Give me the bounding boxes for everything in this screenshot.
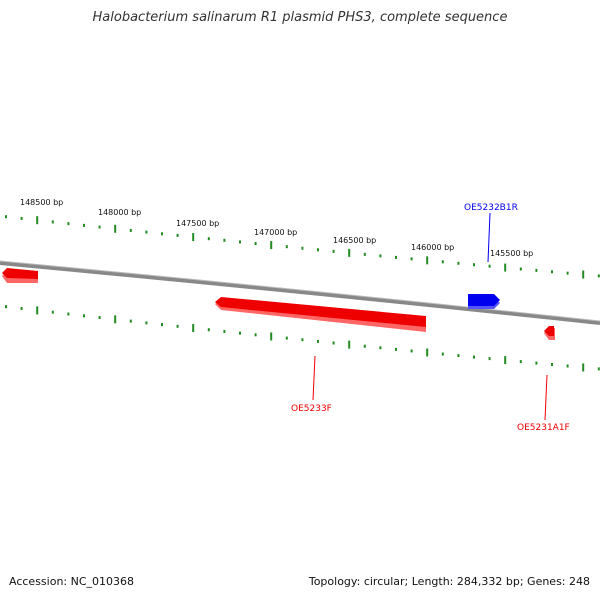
outer-tick-ring bbox=[5, 215, 600, 279]
tick-label-146500: 146500 bp bbox=[333, 236, 376, 245]
map-title: Halobacterium salinarum R1 plasmid PHS3,… bbox=[92, 10, 508, 25]
tick-label-147500: 147500 bp bbox=[176, 219, 219, 228]
gene-arrow-oe5231a1f[interactable] bbox=[544, 326, 555, 340]
gene-arrow-left-edge[interactable] bbox=[2, 268, 38, 283]
plasmid-backbone-shadow bbox=[0, 260, 600, 322]
leader-oe5232b1r bbox=[487, 212, 491, 263]
topology-summary: Topology: circular; Length: 284,332 bp; … bbox=[308, 575, 590, 588]
gene-label-oe5231a1f[interactable]: OE5231A1F bbox=[517, 423, 570, 433]
inner-tick-ring bbox=[5, 305, 600, 372]
gene-label-oe5233f[interactable]: OE5233F bbox=[291, 404, 332, 414]
tick-label-148500: 148500 bp bbox=[20, 198, 63, 207]
accession-text: Accession: NC_010368 bbox=[9, 575, 135, 588]
gene-arrow-oe5233f[interactable] bbox=[215, 297, 426, 332]
tick-label-146000: 146000 bp bbox=[411, 243, 454, 252]
plasmid-backbone bbox=[0, 261, 600, 325]
tick-label-147000: 147000 bp bbox=[254, 228, 297, 237]
gene-arrow-oe5232b1r[interactable] bbox=[468, 294, 500, 309]
tick-label-148000: 148000 bp bbox=[98, 208, 141, 217]
leader-oe5233f bbox=[312, 355, 316, 401]
leader-oe5231a1f bbox=[544, 374, 548, 421]
gene-label-oe5232b1r[interactable]: OE5232B1R bbox=[464, 203, 518, 213]
tick-label-145500: 145500 bp bbox=[490, 249, 533, 258]
